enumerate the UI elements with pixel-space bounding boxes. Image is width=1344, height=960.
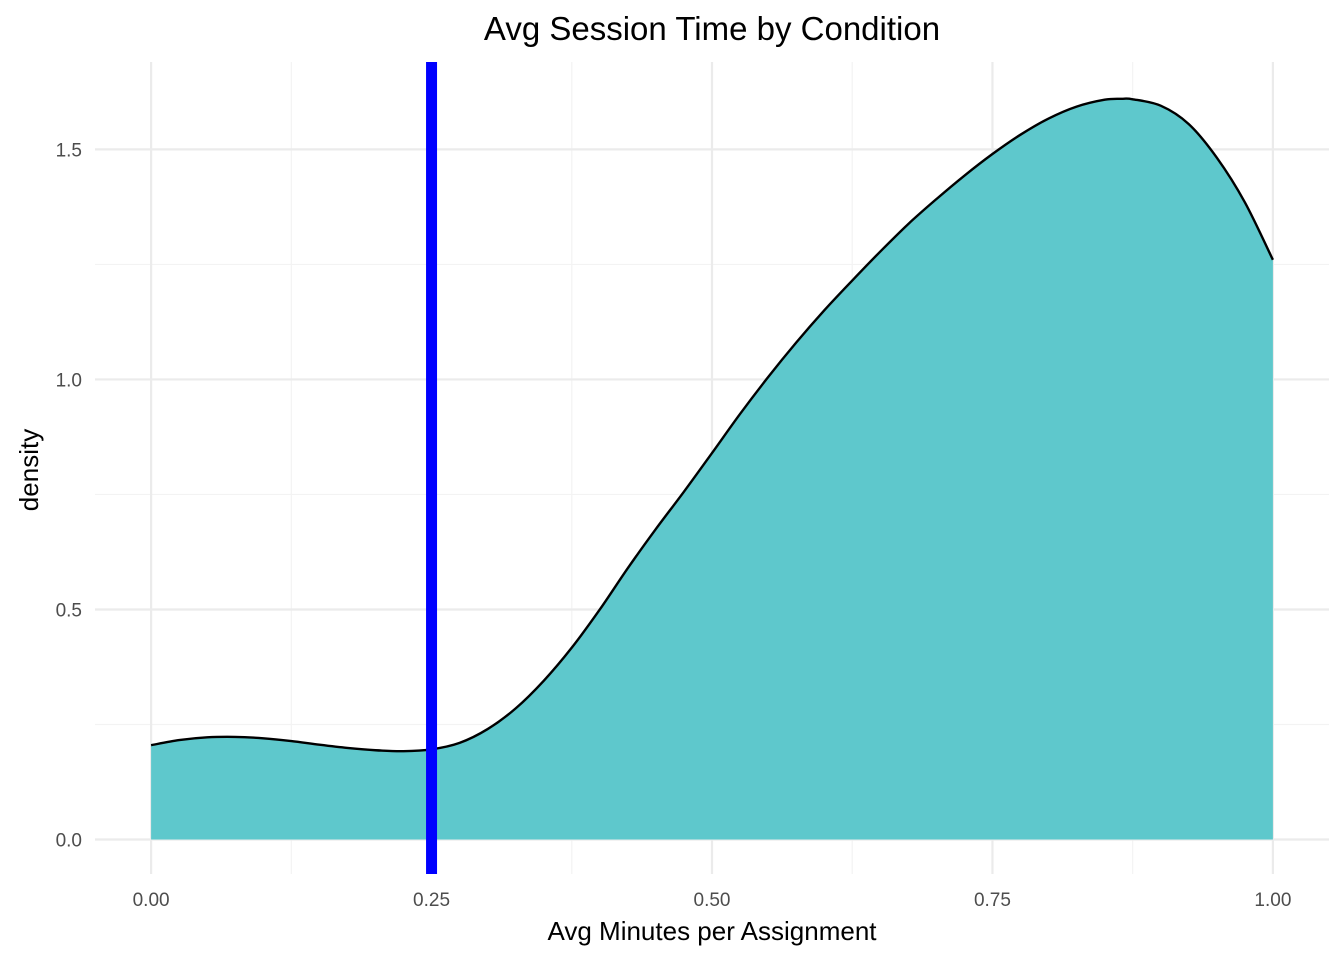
y-tick-label: 0.0 <box>56 830 82 851</box>
x-tick-label: 0.50 <box>694 890 731 911</box>
tick-labels: 0.00 0.25 0.50 0.75 1.00 0.0 0.5 1.0 1.5 <box>56 140 1292 911</box>
y-tick-label: 1.5 <box>56 140 82 161</box>
x-tick-label: 1.00 <box>1254 890 1291 911</box>
x-tick-label: 0.25 <box>413 890 450 911</box>
x-tick-label: 0.00 <box>133 890 170 911</box>
y-tick-label: 1.0 <box>56 370 82 391</box>
plot-area <box>150 97 1274 840</box>
density-area <box>151 98 1273 840</box>
x-tick-label: 0.75 <box>974 890 1011 911</box>
x-axis-title: Avg Minutes per Assignment <box>547 916 877 946</box>
y-tick-label: 0.5 <box>56 600 82 621</box>
y-axis-title: density <box>14 429 44 511</box>
density-curve <box>150 97 1274 753</box>
chart-title: Avg Session Time by Condition <box>484 10 940 47</box>
